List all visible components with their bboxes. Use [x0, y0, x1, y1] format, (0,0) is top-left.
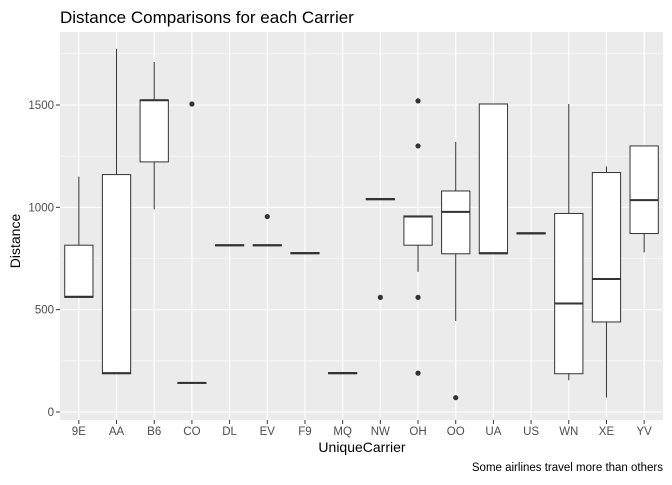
outlier-point: [264, 213, 270, 220]
x-tick-label: US: [523, 426, 539, 438]
outlier-point: [377, 294, 383, 300]
box-us: [516, 232, 546, 235]
box-b6: [139, 62, 169, 210]
box-yv: [629, 145, 659, 253]
box-oh: [403, 98, 433, 376]
x-tick-label: YV: [636, 426, 652, 438]
box-iqr: [629, 145, 659, 235]
box-wn: [554, 103, 584, 381]
box-ua: [478, 103, 509, 255]
x-tick-label: NW: [371, 426, 390, 438]
outlier-point: [189, 101, 195, 107]
y-tick-label: 1000: [28, 202, 54, 214]
box-iqr: [591, 172, 622, 323]
x-tick-label: WN: [559, 426, 578, 438]
chart-caption: Some airlines travel more than others: [472, 462, 663, 474]
boxes-layer: [64, 48, 659, 401]
box-f9: [290, 252, 320, 255]
box-oo: [441, 141, 471, 401]
box-9e: [64, 176, 94, 298]
y-tick-label: 500: [35, 305, 54, 317]
x-tick-label: XE: [599, 426, 615, 438]
outlier-point: [415, 370, 421, 376]
box-co: [177, 101, 207, 384]
box-iqr: [139, 99, 169, 163]
x-tick-label: OO: [447, 426, 465, 438]
y-axis-label: Distance: [7, 214, 23, 269]
x-tick-label: DL: [222, 426, 237, 438]
x-tick-label: CO: [183, 426, 200, 438]
chart-title: Distance Comparisons for each Carrier: [60, 8, 354, 27]
outlier-point: [415, 98, 421, 104]
box-iqr: [478, 103, 509, 255]
x-tick-label: OH: [409, 426, 426, 438]
box-aa: [101, 48, 132, 375]
y-tick-label: 0: [48, 407, 54, 419]
box-iqr: [101, 174, 132, 375]
box-dl: [214, 244, 245, 247]
x-tick-label: UA: [485, 426, 501, 438]
box-ev: [252, 213, 282, 247]
x-tick-label: B6: [147, 426, 161, 438]
box-xe: [591, 166, 622, 398]
box-iqr: [441, 190, 471, 255]
box-iqr: [64, 244, 94, 298]
box-nw: [365, 198, 395, 300]
x-tick-label: EV: [260, 426, 276, 438]
y-tick-label: 1500: [28, 100, 54, 112]
box-iqr: [554, 212, 584, 375]
outlier-point: [415, 143, 421, 149]
y-axis: 0 500 1000 1500: [28, 100, 60, 419]
outlier-point: [453, 395, 459, 401]
x-tick-label: F9: [298, 426, 311, 438]
x-axis-label: UniqueCarrier: [318, 439, 405, 455]
box-mq: [328, 371, 358, 375]
x-tick-label: MQ: [333, 426, 352, 438]
x-tick-label: 9E: [72, 426, 86, 438]
outlier-point: [415, 294, 421, 300]
box-iqr: [403, 215, 433, 246]
x-axis: 9E AA B6 CO DL EV F9 MQ NW OH OO UA US WN XE YV: [72, 420, 652, 438]
x-tick-label: AA: [109, 426, 125, 438]
